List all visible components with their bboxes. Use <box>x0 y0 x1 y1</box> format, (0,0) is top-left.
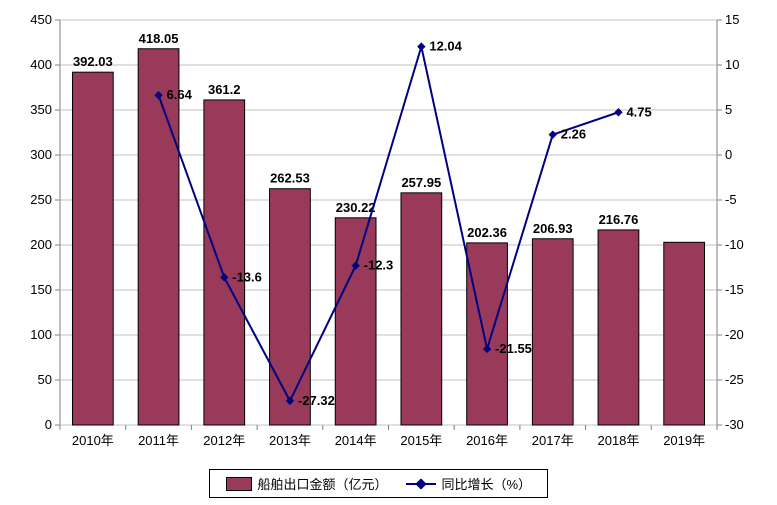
svg-text:150: 150 <box>30 282 52 297</box>
svg-text:-25: -25 <box>725 372 744 387</box>
svg-text:4.75: 4.75 <box>626 104 651 119</box>
legend-item-bar: 船舶出口金额（亿元） <box>226 474 388 493</box>
svg-text:206.93: 206.93 <box>533 221 573 236</box>
svg-text:418.05: 418.05 <box>139 31 179 46</box>
svg-text:5: 5 <box>725 102 732 117</box>
legend-line-marker <box>415 478 426 489</box>
bar <box>401 193 442 425</box>
svg-text:300: 300 <box>30 147 52 162</box>
legend-bar-label: 船舶出口金额（亿元） <box>258 474 388 493</box>
bar <box>664 242 705 425</box>
legend-bar-swatch <box>226 477 252 491</box>
bar <box>138 49 179 425</box>
svg-text:230.22: 230.22 <box>336 200 376 215</box>
svg-text:2013年: 2013年 <box>269 433 311 448</box>
svg-text:-30: -30 <box>725 417 744 432</box>
bar <box>204 100 245 425</box>
bar <box>72 72 113 425</box>
svg-text:2015年: 2015年 <box>400 433 442 448</box>
bar <box>598 230 639 425</box>
svg-text:15: 15 <box>725 12 739 27</box>
svg-text:2018年: 2018年 <box>597 433 639 448</box>
bar <box>467 243 508 425</box>
svg-text:-15: -15 <box>725 282 744 297</box>
legend: 船舶出口金额（亿元） 同比增长（%） <box>209 469 549 498</box>
svg-text:0: 0 <box>45 417 52 432</box>
svg-text:216.76: 216.76 <box>599 212 639 227</box>
svg-text:2011年: 2011年 <box>138 433 179 448</box>
svg-text:-21.55: -21.55 <box>495 341 532 356</box>
svg-text:10: 10 <box>725 57 739 72</box>
chart-svg: 050100150200250300350400450-30-25-20-15-… <box>0 0 777 505</box>
svg-text:392.03: 392.03 <box>73 54 113 69</box>
svg-text:-27.32: -27.32 <box>298 393 335 408</box>
svg-text:450: 450 <box>30 12 52 27</box>
svg-text:-10: -10 <box>725 237 744 252</box>
bar <box>532 239 573 425</box>
svg-text:200: 200 <box>30 237 52 252</box>
legend-line-label: 同比增长（%） <box>442 474 532 493</box>
legend-item-line: 同比增长（%） <box>406 474 532 493</box>
svg-text:202.36: 202.36 <box>467 225 507 240</box>
svg-text:2016年: 2016年 <box>466 433 508 448</box>
legend-line-swatch <box>406 477 436 491</box>
svg-text:350: 350 <box>30 102 52 117</box>
svg-text:400: 400 <box>30 57 52 72</box>
svg-text:361.2: 361.2 <box>208 82 241 97</box>
svg-text:250: 250 <box>30 192 52 207</box>
svg-text:-20: -20 <box>725 327 744 342</box>
svg-text:2019年: 2019年 <box>663 433 705 448</box>
svg-text:6.64: 6.64 <box>167 87 193 102</box>
svg-text:-5: -5 <box>725 192 737 207</box>
svg-text:257.95: 257.95 <box>401 175 441 190</box>
bar <box>335 218 376 425</box>
svg-text:2017年: 2017年 <box>532 433 574 448</box>
svg-text:2.26: 2.26 <box>561 127 586 142</box>
svg-text:0: 0 <box>725 147 732 162</box>
svg-text:-13.6: -13.6 <box>232 269 262 284</box>
svg-text:12.04: 12.04 <box>429 39 462 54</box>
bar <box>270 189 311 425</box>
svg-text:262.53: 262.53 <box>270 171 310 186</box>
svg-text:100: 100 <box>30 327 52 342</box>
svg-text:2012年: 2012年 <box>203 433 245 448</box>
svg-text:50: 50 <box>38 372 52 387</box>
svg-text:-12.3: -12.3 <box>364 258 394 273</box>
svg-text:2014年: 2014年 <box>335 433 377 448</box>
svg-text:2010年: 2010年 <box>72 433 114 448</box>
chart-container: 050100150200250300350400450-30-25-20-15-… <box>0 0 777 505</box>
